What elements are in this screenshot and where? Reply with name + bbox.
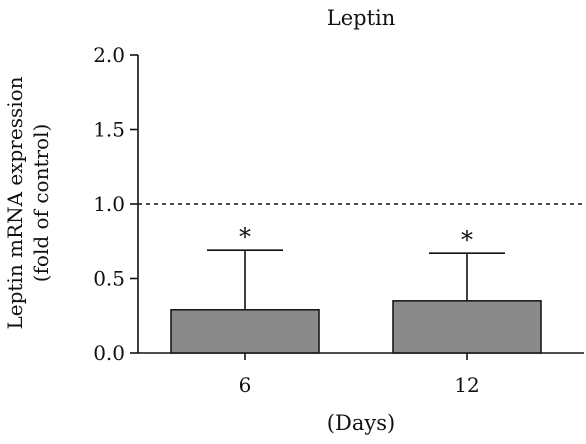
y-axis-label-line-1: Leptin mRNA expression: [3, 76, 27, 329]
significance-marker: *: [239, 223, 251, 251]
bar: [170, 308, 320, 354]
y-tick-label: 0.5: [93, 267, 125, 291]
x-axis-label: (Days): [327, 411, 395, 435]
y-tick-label: 2.0: [93, 43, 125, 67]
plot-area: 0.0 0.5 1.0 1.5 2.0 * 6 * 12: [93, 43, 584, 397]
y-tick-label: 1.0: [93, 192, 125, 216]
y-tick-label: 1.5: [93, 118, 125, 142]
x-tick-label: 12: [454, 373, 479, 397]
y-axis-label-line-2: (fold of control): [29, 124, 53, 283]
bar: [392, 300, 542, 354]
y-tick-label: 0.0: [93, 341, 125, 365]
chart-title: Leptin: [327, 6, 396, 30]
significance-marker: *: [461, 226, 473, 254]
x-tick-label: 6: [239, 373, 252, 397]
